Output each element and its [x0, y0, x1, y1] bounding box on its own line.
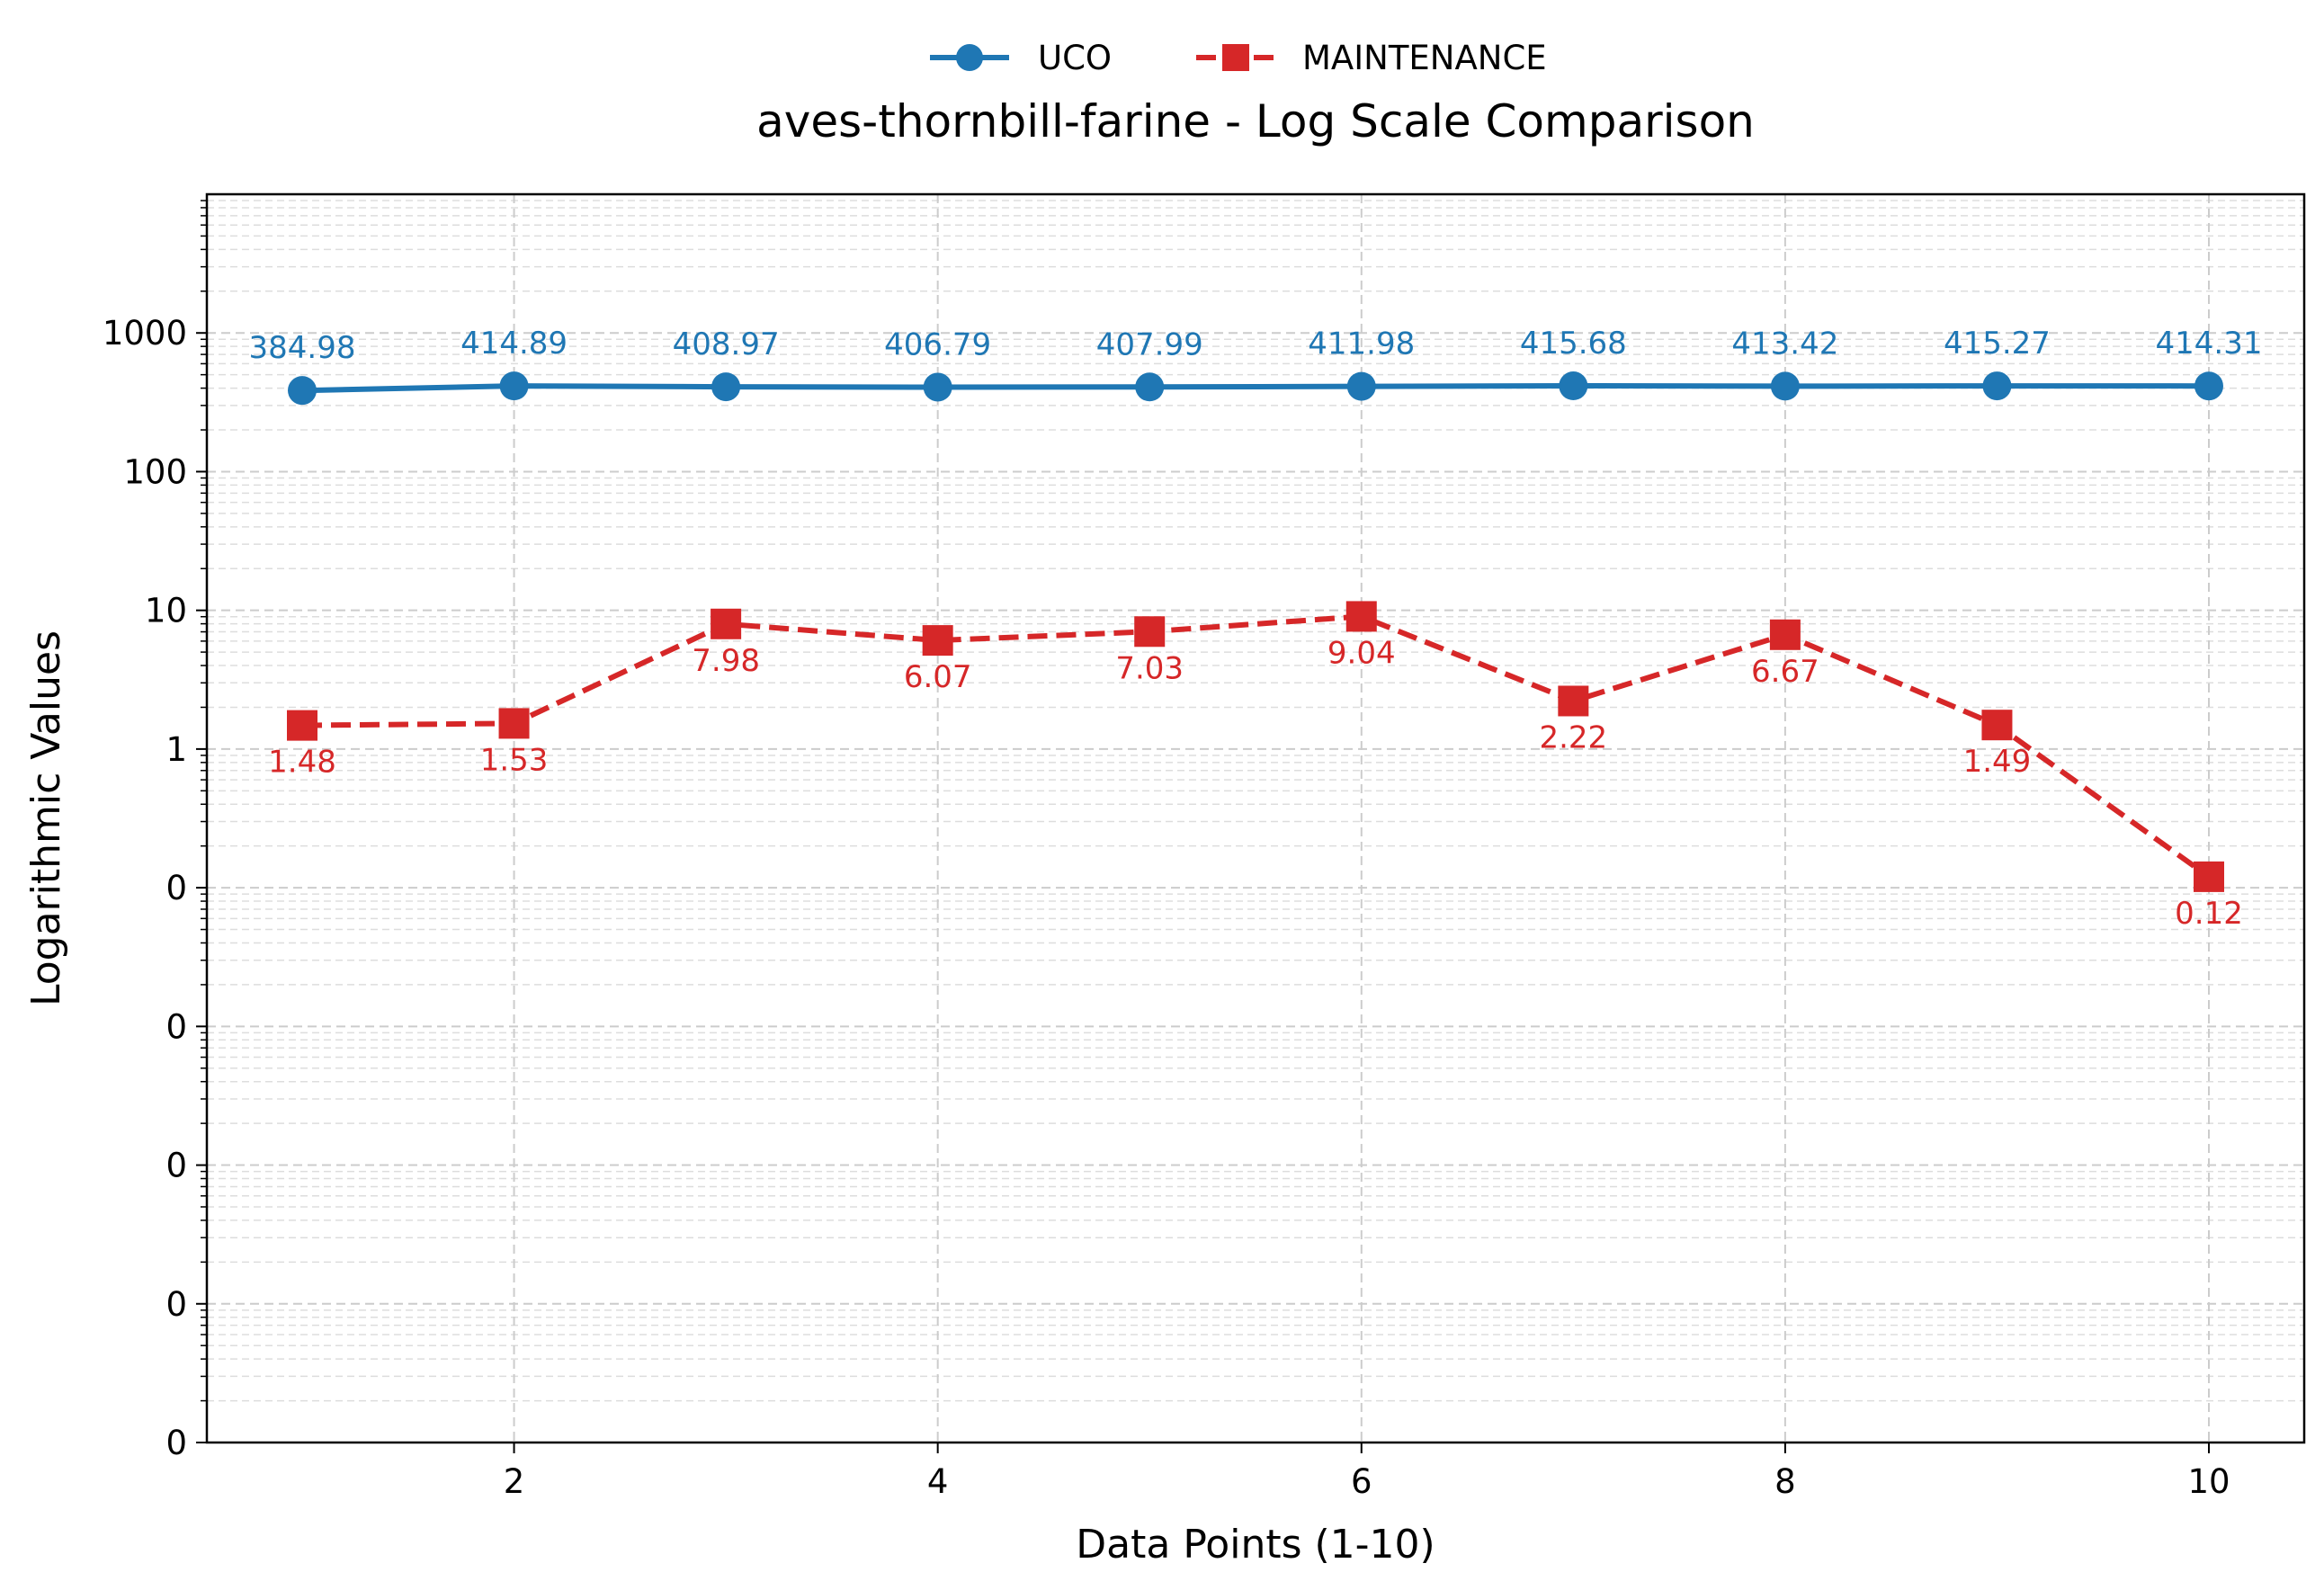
y-tick-label: 0 — [165, 1007, 187, 1046]
data-label-maintenance: 2.22 — [1539, 719, 1607, 755]
data-point-maintenance — [1345, 601, 1377, 632]
data-point-maintenance — [1134, 616, 1166, 648]
data-point-maintenance — [1769, 619, 1801, 650]
legend-label-uco: UCO — [1038, 39, 1112, 77]
data-point-uco — [2194, 371, 2223, 401]
data-label-maintenance: 1.49 — [1963, 744, 2032, 780]
data-point-uco — [1982, 371, 2012, 401]
y-axis-label: Logarithmic Values — [23, 630, 69, 1006]
x-tick-label: 10 — [2187, 1462, 2230, 1501]
data-label-uco: 384.98 — [249, 330, 356, 366]
data-point-maintenance — [711, 608, 742, 639]
data-point-uco — [1346, 371, 1376, 401]
legend-marker-maintenance — [1222, 44, 1249, 71]
data-label-maintenance: 6.07 — [904, 659, 972, 695]
data-label-maintenance: 1.53 — [480, 742, 549, 778]
data-label-uco: 411.98 — [1308, 326, 1415, 362]
y-tick-label: 1 — [165, 730, 187, 769]
data-point-maintenance — [287, 710, 317, 741]
y-tick-label: 0 — [165, 1424, 187, 1462]
data-point-uco — [288, 376, 317, 406]
chart-title: aves-thornbill-farine - Log Scale Compar… — [756, 95, 1755, 147]
plot-frame — [205, 192, 2306, 1444]
x-tick-label: 8 — [1774, 1462, 1796, 1501]
data-point-maintenance — [498, 708, 530, 739]
data-label-maintenance: 6.67 — [1751, 654, 1819, 690]
data-point-maintenance — [1558, 685, 1589, 717]
data-label-uco: 414.89 — [460, 326, 568, 362]
data-label-uco: 406.79 — [884, 326, 991, 362]
data-label-uco: 414.31 — [2156, 326, 2263, 362]
data-label-uco: 407.99 — [1096, 326, 1203, 362]
series — [287, 371, 2224, 892]
data-label-uco: 408.97 — [673, 326, 780, 362]
data-point-uco — [499, 371, 529, 401]
legend-item-maintenance: MAINTENANCE — [1196, 39, 1547, 77]
data-point-maintenance — [2194, 861, 2224, 892]
x-axis-label: Data Points (1-10) — [1076, 1522, 1435, 1568]
data-label-maintenance: 0.12 — [2175, 896, 2243, 932]
series-line-maintenance — [301, 613, 2211, 880]
data-label-maintenance: 7.98 — [692, 643, 760, 679]
y-tick-label: 0 — [165, 869, 187, 907]
series-line-uco — [301, 383, 2210, 394]
x-tick-label: 4 — [927, 1462, 949, 1501]
legend: UCO MAINTENANCE — [930, 39, 1547, 77]
data-label-uco: 413.42 — [1731, 326, 1838, 362]
y-tick-label: 10 — [145, 592, 187, 630]
y-tick-label: 1000 — [103, 314, 187, 353]
data-point-uco — [1770, 371, 1800, 401]
data-label-uco: 415.68 — [1520, 326, 1627, 362]
legend-item-uco: UCO — [930, 39, 1112, 77]
data-point-maintenance — [1981, 710, 2013, 741]
data-label-maintenance: 1.48 — [268, 745, 336, 781]
data-label-maintenance: 7.03 — [1115, 650, 1184, 686]
data-point-uco — [1135, 372, 1165, 402]
data-labels: 384.98 414.89 408.97 406.79 407.99 411.98 415.… — [249, 326, 2263, 932]
y-tick-label: 100 — [123, 452, 187, 491]
y-tick-label: 0 — [165, 1285, 187, 1324]
legend-marker-uco — [956, 44, 983, 71]
y-tick-label: 0 — [165, 1147, 187, 1185]
data-point-uco — [923, 372, 952, 402]
data-point-uco — [711, 372, 741, 402]
data-point-maintenance — [922, 625, 953, 657]
data-label-maintenance: 9.04 — [1327, 635, 1396, 671]
data-point-uco — [1559, 371, 1588, 401]
x-tick-label: 6 — [1351, 1462, 1372, 1501]
legend-label-maintenance: MAINTENANCE — [1302, 39, 1547, 77]
data-label-uco: 415.27 — [1944, 326, 2051, 362]
x-tick-label: 2 — [504, 1462, 525, 1501]
